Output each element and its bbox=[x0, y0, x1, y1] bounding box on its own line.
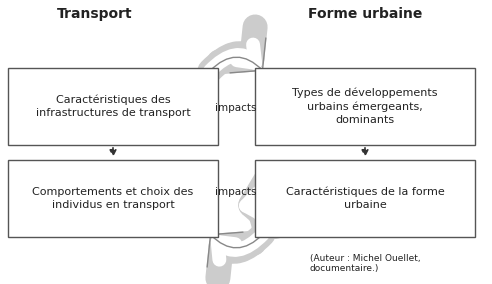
FancyArrowPatch shape bbox=[210, 45, 255, 71]
FancyArrowPatch shape bbox=[251, 177, 275, 229]
FancyArrowPatch shape bbox=[218, 234, 263, 278]
Text: Types de développements
urbains émergeants,
dominants: Types de développements urbains émergean… bbox=[292, 88, 438, 125]
Bar bbox=[8, 68, 218, 145]
Bar bbox=[8, 160, 218, 237]
Text: Transport: Transport bbox=[57, 7, 133, 21]
Bar bbox=[255, 68, 475, 145]
Text: Caractéristiques de la forme
urbaine: Caractéristiques de la forme urbaine bbox=[286, 187, 444, 210]
Text: impacts: impacts bbox=[215, 187, 257, 197]
Text: Caractéristiques des
infrastructures de transport: Caractéristiques des infrastructures de … bbox=[35, 95, 190, 118]
Text: Forme urbaine: Forme urbaine bbox=[308, 7, 422, 21]
Bar bbox=[255, 160, 475, 237]
FancyArrowPatch shape bbox=[217, 234, 263, 260]
Text: impacts: impacts bbox=[215, 103, 257, 113]
Text: (Auteur : Michel Ouellet,
documentaire.): (Auteur : Michel Ouellet, documentaire.) bbox=[310, 254, 421, 273]
Text: Comportements et choix des
individus en transport: Comportements et choix des individus en … bbox=[32, 187, 194, 210]
FancyArrowPatch shape bbox=[210, 27, 255, 71]
FancyArrowPatch shape bbox=[246, 192, 265, 229]
